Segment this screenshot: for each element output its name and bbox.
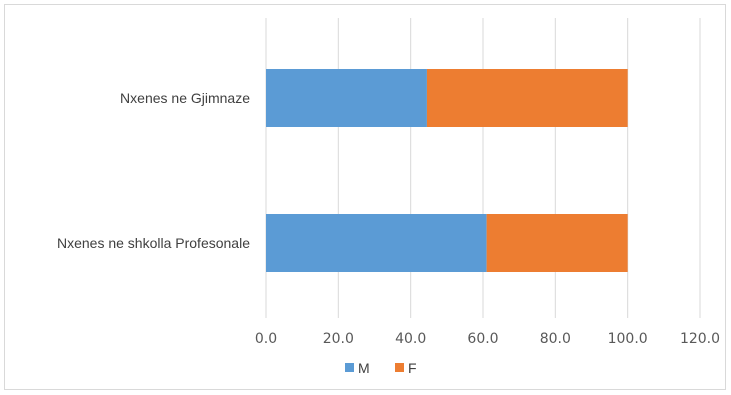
x-tick-label: 40.0 (395, 331, 426, 347)
x-axis-tick-labels: 0.0 20.0 40.0 60.0 80.0 100.0 120.0 (255, 331, 720, 347)
x-tick-label: 100.0 (608, 331, 648, 347)
x-tick-label: 0.0 (255, 331, 277, 347)
x-tick-label: 60.0 (467, 331, 498, 347)
chart-frame (4, 4, 726, 390)
legend-label: M (358, 360, 370, 376)
x-tick-label: 20.0 (323, 331, 354, 347)
gridlines (265, 18, 701, 318)
category-labels: Nxenes ne shkolla Profesonale Nxenes ne G… (57, 90, 250, 251)
bar-segment-f (426, 69, 628, 127)
category-label: Nxenes ne shkolla Profesonale (57, 235, 250, 251)
bar-segment-m (266, 214, 487, 272)
legend-label: F (408, 360, 417, 376)
bar-segment-f (486, 214, 628, 272)
category-label: Nxenes ne Gjimnaze (120, 90, 250, 106)
legend-swatch (395, 363, 404, 372)
bar-segment-m (266, 69, 427, 127)
x-tick-label: 120.0 (680, 331, 720, 347)
bars (266, 69, 628, 272)
x-tick-label: 80.0 (540, 331, 571, 347)
legend-swatch (345, 363, 354, 372)
